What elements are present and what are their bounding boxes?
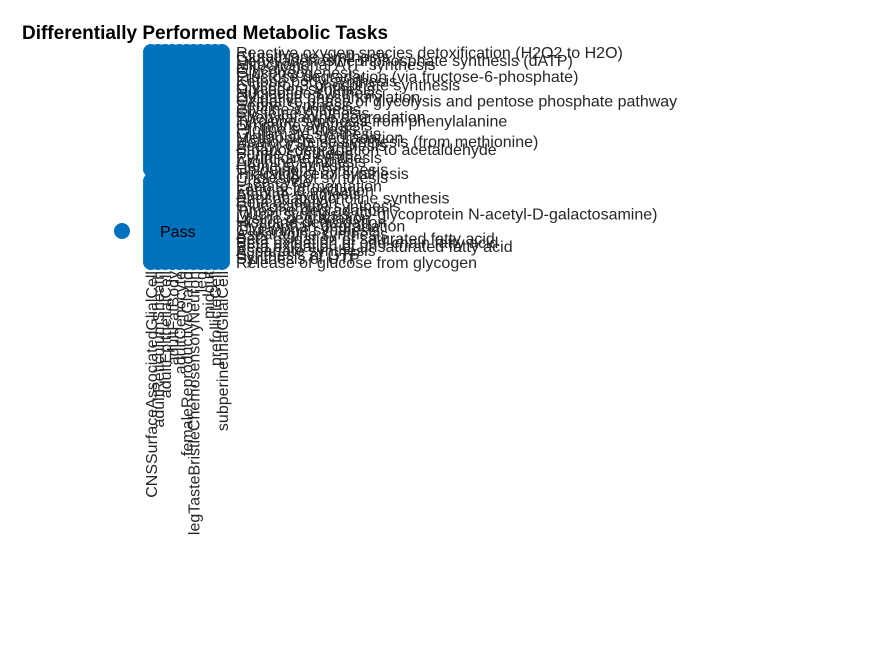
task-label: Acetyl-CoA synthesis <box>236 138 386 155</box>
task-label: Glycolysis <box>236 61 308 78</box>
task-label: Mucin synthesis (O-glycoprotein N-acetyl… <box>236 207 657 224</box>
task-label: Homocysteine synthesis (from methionine) <box>236 134 538 151</box>
cell-type-label: CNSSurfaceAssociatedGlialCell <box>144 271 161 498</box>
cell-type-label: prefollicleCell <box>208 271 225 366</box>
task-label: Glycine synthesis <box>236 102 361 119</box>
cell-type-label: adultEpithelialCell <box>158 271 175 398</box>
task-label: Nucleotide synthesis <box>236 85 383 102</box>
task-label: Deoxyadenosine triphosphate synthesis (d… <box>236 53 573 70</box>
task-label: Release of glucose from glycogen <box>236 255 477 272</box>
legend: Pass <box>114 223 196 241</box>
cell-type-label: adultOenocyte <box>172 271 189 374</box>
task-label-group: Reactive oxygen species detoxification (… <box>236 45 677 272</box>
marker-grid <box>143 44 230 270</box>
task-label: Phosphatidylcholine synthesis <box>236 190 449 207</box>
legend-label-pass: Pass <box>160 224 196 241</box>
task-label: Methionine degradation <box>236 130 403 147</box>
task-label: Beta oxidation of unsaturated fatty acid <box>236 239 513 256</box>
task-label: Lysine degradation <box>236 211 371 228</box>
task-label: Glutathione synthesis <box>236 49 389 66</box>
task-label: Asparagine synthesis <box>236 227 388 244</box>
task-label: Oxidative phosphorylation <box>236 89 420 106</box>
task-label: Beta oxidation of odd-chain fatty acid <box>236 235 498 252</box>
task-label: Fatty acid oxidation <box>236 182 374 199</box>
task-label: Gluconeogenesis <box>236 65 360 82</box>
pass-marker <box>214 254 230 270</box>
cell-label-group: CNSSurfaceAssociatedGlialCelladultReticu… <box>144 270 232 535</box>
task-label: Glycogen synthesis <box>236 81 375 98</box>
cell-type-label: adultFatBody <box>165 271 182 365</box>
task-label: Serine synthesis <box>236 98 353 115</box>
task-label: Synthesis of GTP <box>236 247 361 264</box>
task-label: Heme synthesis <box>236 158 350 175</box>
cell-type-label: legTasteBristleChemosensoryNeuron <box>187 271 204 535</box>
task-label: Tryptophan degradation <box>236 219 405 236</box>
task-label: Glutamate synthesis <box>236 126 381 143</box>
task-label: Lactate fermentation <box>236 178 382 195</box>
chart-title: Differentially Performed Metabolic Tasks <box>22 23 388 44</box>
task-label: Glycerol-3-phosphate synthesis <box>236 77 460 94</box>
task-label: Reactive oxygen species detoxification (… <box>236 45 623 62</box>
task-label: Histidine degradation <box>236 215 386 232</box>
task-label: Beta oxidation of saturated fatty acid <box>236 231 495 248</box>
task-label: Cholesterol synthesis <box>236 170 388 187</box>
task-label: Arginine synthesis <box>236 154 366 171</box>
task-label: Cysteine synthesis <box>236 106 369 123</box>
cell-type-label: leg <box>194 271 211 292</box>
cell-type-label: midgut <box>201 270 218 319</box>
task-label: Mitochondrial ATP synthesis <box>236 57 436 74</box>
task-label: Tyrosine synthesis from phenylalanine <box>236 114 507 131</box>
task-label: Beta oxidation <box>236 194 337 211</box>
task-label: Phenylalanine degradation <box>236 110 425 127</box>
task-label: Aspartate synthesis <box>236 243 376 260</box>
task-label: Purine synthesis <box>236 146 353 163</box>
task-label: Triacylglycerol synthesis <box>236 166 409 183</box>
cell-type-label: femaleReproductiveGland <box>180 271 197 456</box>
cell-type-label: adultReticulumSheath <box>151 271 168 428</box>
task-label: Fructose degradation (via fructose-6-pho… <box>236 69 578 86</box>
cell-type-label: subperineurialGlialCell <box>215 271 232 431</box>
legend-marker-pass <box>114 223 130 239</box>
task-label: Glucosamine synthesis <box>236 199 401 216</box>
task-label: Tyrosine degradation <box>236 203 385 220</box>
task-label: Glutamine synthesis <box>236 223 380 240</box>
task-label: Ubiquinone synthesis <box>236 162 388 179</box>
task-label: Synthesis of UTP <box>236 251 360 268</box>
task-label: Oxidative phase of glycolysis and pentos… <box>236 94 677 111</box>
task-label: Proline synthesis <box>236 122 357 139</box>
task-label: Alanine synthesis <box>236 186 361 203</box>
task-label: Pyrimidine synthesis <box>236 150 382 167</box>
task-label: Ketone body synthesis <box>236 73 397 90</box>
task-label: Urea cycle <box>236 174 312 191</box>
task-label: Ethanol degradation to acetaldehyde <box>236 142 497 159</box>
task-label: Ornithine synthesis <box>236 118 372 135</box>
